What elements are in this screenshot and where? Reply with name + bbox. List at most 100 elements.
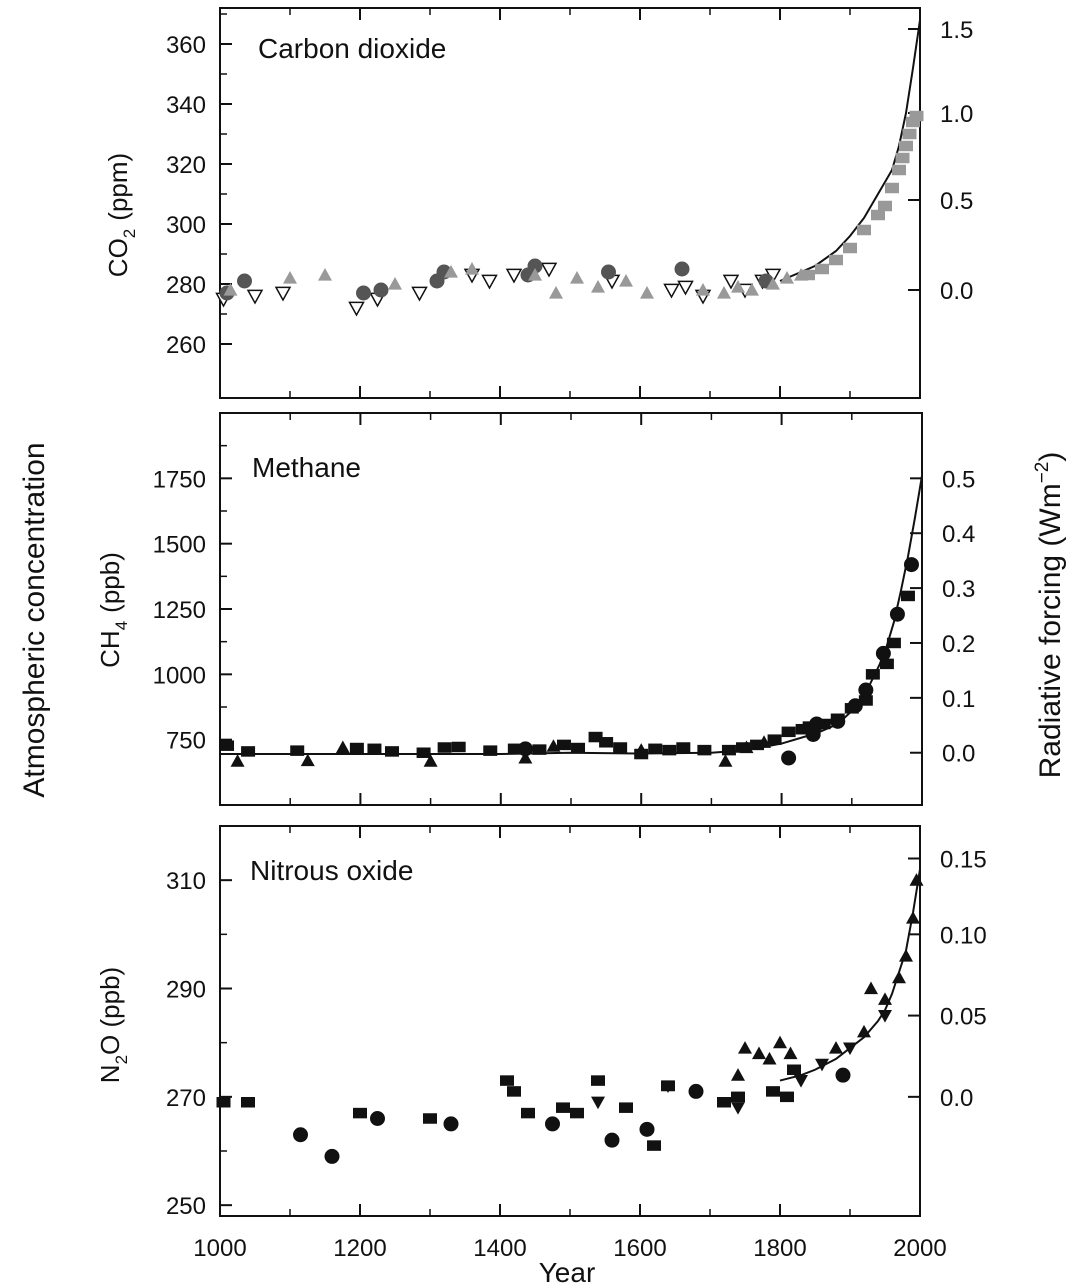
panel-title-ch4: Methane xyxy=(252,452,361,483)
ch4-series-1-point xyxy=(230,754,245,767)
n2o-series-3-point xyxy=(892,970,906,984)
ch4-series-0-point xyxy=(367,743,382,755)
n2o-series-0-point xyxy=(780,1091,794,1103)
ch4-right-tick-label: 0.1 xyxy=(942,686,975,713)
n2o-ytick-label: 270 xyxy=(166,1085,206,1112)
ch4-series-1-point xyxy=(634,743,649,756)
x-tick-label: 1600 xyxy=(613,1235,666,1262)
co2-series-2-point xyxy=(640,286,654,299)
ch4-series-0-point xyxy=(507,743,522,755)
n2o-series-3-point xyxy=(738,1041,752,1054)
co2-right-tick-label: 1.5 xyxy=(940,17,973,44)
left-axis-label: Atmospheric concentration xyxy=(18,442,51,797)
n2o-series-1-point xyxy=(639,1121,655,1137)
co2-series-2-point xyxy=(465,262,479,275)
co2-series-2-point xyxy=(591,280,605,293)
co2-series-3-point xyxy=(878,200,892,212)
ch4-series-1-point xyxy=(757,735,772,748)
co2-series-3-point xyxy=(909,110,924,122)
co2-series-1-point xyxy=(601,264,616,280)
co2-series-3-point xyxy=(902,128,917,140)
n2o-series-3-point xyxy=(829,1041,843,1054)
ch4-ylabel-main: CH xyxy=(95,630,125,668)
ch4-series-0-point xyxy=(900,590,915,602)
n2o-series-0-point xyxy=(216,1097,231,1108)
co2-series-2-point xyxy=(388,277,402,290)
panel-title-co2: Carbon dioxide xyxy=(258,33,446,64)
co2-series-0-point xyxy=(411,286,428,302)
co2-series-2-point xyxy=(570,271,584,284)
co2-series-2-point xyxy=(717,286,731,299)
svg-text:CO2(ppm): CO2 (ppm) xyxy=(103,153,139,277)
n2o-series-1-point xyxy=(835,1067,851,1083)
ch4-series-0-point xyxy=(451,741,466,753)
right-axis-label-sup: −2 xyxy=(1032,462,1053,484)
co2-ylabel: CO2 (ppm) xyxy=(103,153,139,277)
ch4-series-1-point xyxy=(518,750,533,764)
ch4-series-0-point xyxy=(483,745,498,756)
n2o-series-0-point xyxy=(647,1140,661,1151)
n2o-right-tick-label: 0.0 xyxy=(940,1085,973,1112)
ch4-series-0-point xyxy=(571,742,586,754)
co2-ytick-label: 320 xyxy=(166,152,206,179)
ch4-series-0-point xyxy=(532,744,547,755)
n2o-series-2-point xyxy=(878,1009,892,1023)
ch4-series-0-point xyxy=(241,746,256,757)
co2-series-3-point xyxy=(885,182,899,194)
co2-ytick-label: 280 xyxy=(166,272,206,299)
co2-series-0-point xyxy=(677,280,694,296)
ch4-series-0-point xyxy=(858,695,873,706)
x-axis-label: Year xyxy=(539,1257,596,1288)
n2o-series-0-point xyxy=(619,1102,633,1113)
x-tick-label: 1000 xyxy=(193,1235,246,1262)
co2-series-1-point xyxy=(674,261,690,277)
co2-series-3-point xyxy=(871,209,885,221)
co2-series-0-point xyxy=(505,268,523,284)
ch4-right-tick-label: 0.3 xyxy=(942,576,975,603)
ch4-series-0-point xyxy=(781,726,796,738)
x-tick-label: 1800 xyxy=(753,1235,806,1262)
ch4-right-tick-label: 0.0 xyxy=(942,741,975,768)
co2-series-0-point xyxy=(246,289,264,305)
co2-ytick-label: 300 xyxy=(166,212,206,239)
ch4-ytick-label: 1750 xyxy=(153,466,206,493)
ch4-series-1-point xyxy=(300,753,315,767)
ch4-series-1-point xyxy=(423,754,438,767)
n2o-ytick-label: 290 xyxy=(166,977,206,1004)
co2-series-3-point xyxy=(895,152,910,164)
n2o-series-3-point xyxy=(762,1051,777,1065)
n2o-series-1-point xyxy=(370,1111,385,1126)
svg-text:CH4(ppb): CH4 (ppb) xyxy=(95,552,131,668)
n2o-series-3-point xyxy=(909,873,924,886)
svg-text:N2O (ppb): N2O (ppb) xyxy=(95,967,131,1083)
n2o-ylabel-unit: O (ppb) xyxy=(95,967,125,1055)
co2-series-1-point xyxy=(356,285,371,301)
ch4-fit-line xyxy=(220,475,923,756)
ch4-series-0-point xyxy=(662,744,677,756)
ch4-series-2-point xyxy=(781,750,797,766)
ch4-series-0-point xyxy=(795,723,810,735)
ch4-ytick-label: 1000 xyxy=(153,662,206,689)
co2-series-2-point xyxy=(444,265,458,278)
co2-series-2-point xyxy=(223,283,238,296)
co2-ytick-label: 260 xyxy=(166,332,206,359)
x-tick-label: 1400 xyxy=(473,1235,526,1262)
ch4-series-2-point xyxy=(875,645,891,661)
n2o-right-tick-label: 0.05 xyxy=(940,1004,987,1031)
ch4-series-2-point xyxy=(847,698,863,714)
n2o-series-1-point xyxy=(443,1116,459,1132)
n2o-ytick-label: 310 xyxy=(166,868,206,895)
n2o-series-2-point xyxy=(815,1058,829,1072)
co2-series-3-point xyxy=(906,116,920,128)
ch4-right-tick-label: 0.5 xyxy=(942,466,975,493)
x-tick-label: 2000 xyxy=(893,1235,946,1262)
n2o-series-0-point xyxy=(570,1107,584,1119)
ch4-right-tick-label: 0.4 xyxy=(942,521,975,548)
n2o-series-2-point xyxy=(843,1042,857,1056)
co2-series-2-point xyxy=(745,283,759,296)
n2o-series-2-point xyxy=(731,1102,745,1115)
n2o-series-0-point xyxy=(717,1097,731,1108)
ch4-series-0-point xyxy=(416,747,431,758)
ch4-series-0-point xyxy=(879,658,894,670)
